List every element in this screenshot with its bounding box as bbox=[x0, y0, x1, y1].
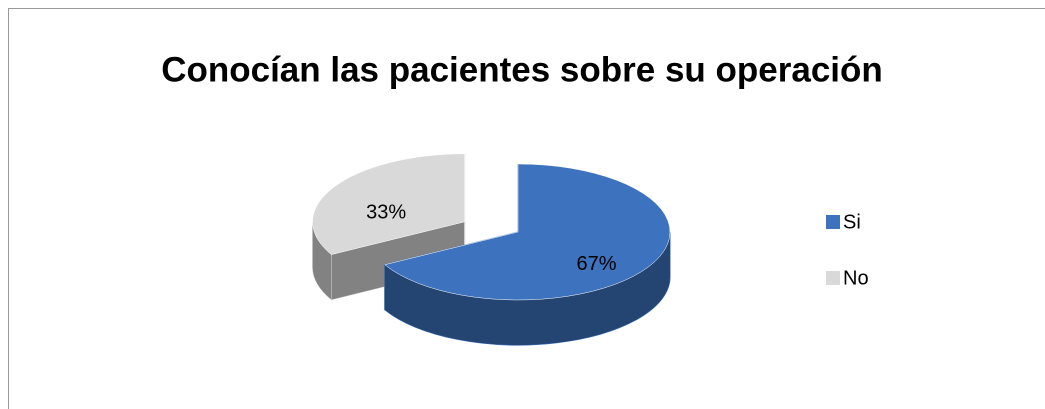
legend-label: No bbox=[843, 267, 869, 289]
pie-side-shade bbox=[312, 221, 332, 300]
chart-title: Conocían las pacientes sobre su operació… bbox=[161, 50, 883, 89]
pie-slice bbox=[312, 153, 465, 255]
pie-slice bbox=[384, 163, 671, 301]
legend-swatch bbox=[826, 215, 840, 229]
pie-side-shade bbox=[384, 232, 670, 345]
legend-swatch bbox=[826, 271, 840, 285]
pie-side-shade bbox=[331, 221, 465, 300]
data-label: 67% bbox=[576, 253, 616, 275]
legend-label: Si bbox=[843, 211, 861, 233]
data-label: 33% bbox=[366, 201, 406, 223]
